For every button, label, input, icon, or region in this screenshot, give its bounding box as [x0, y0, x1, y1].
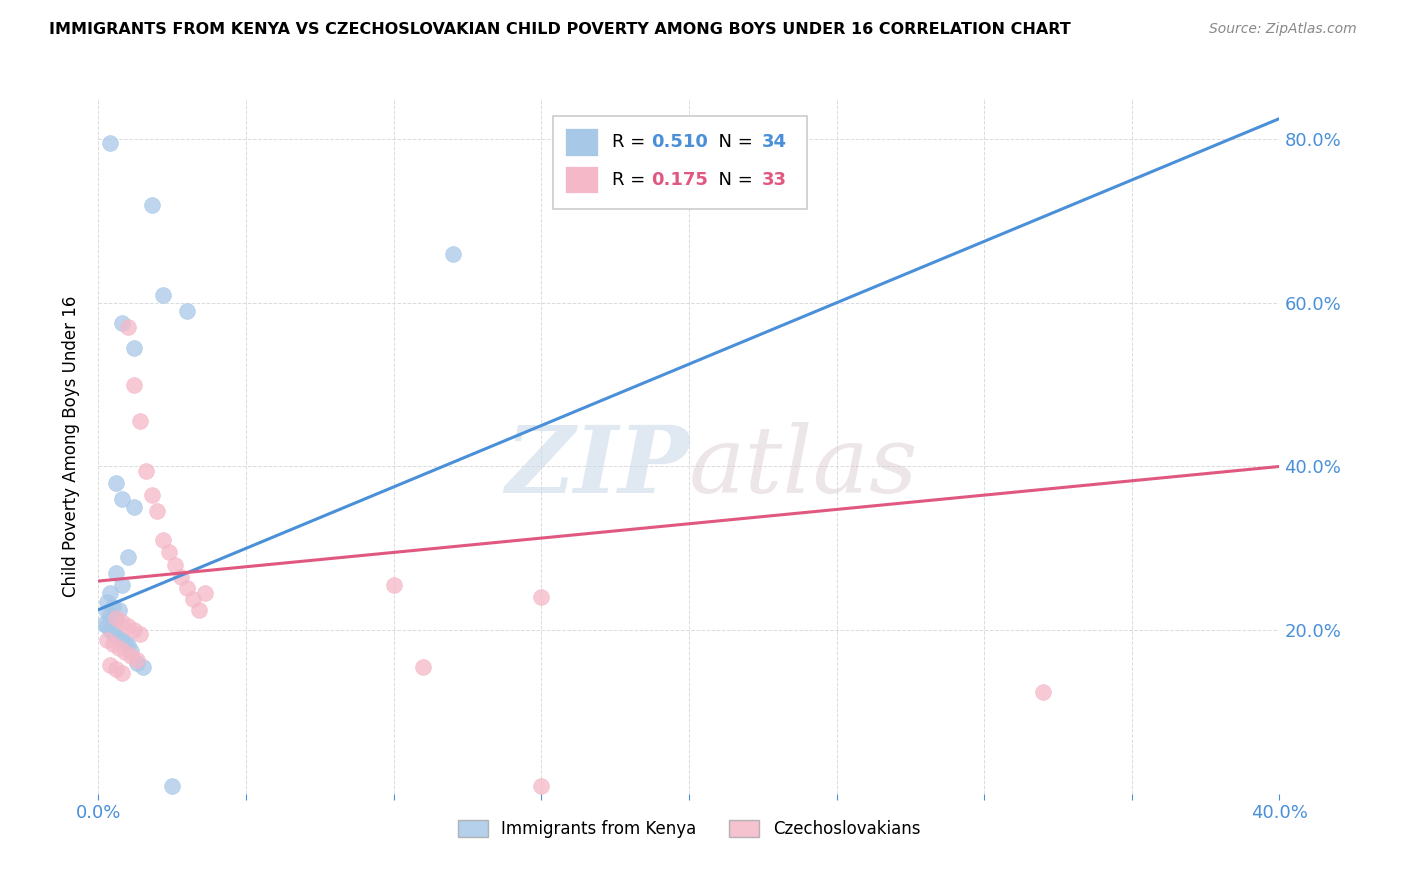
- Point: [105, 613, 128, 627]
- Point: [114, 645, 136, 659]
- Point: [441, 246, 464, 260]
- Point: [176, 304, 198, 318]
- Point: [122, 623, 145, 637]
- Point: [122, 341, 145, 355]
- Point: [530, 591, 553, 605]
- Point: [412, 660, 434, 674]
- Point: [96, 605, 118, 619]
- Point: [165, 558, 187, 572]
- Point: [111, 632, 134, 647]
- Point: [181, 592, 204, 607]
- Point: [96, 594, 118, 608]
- Point: [111, 615, 134, 629]
- Point: [120, 649, 142, 664]
- Point: [98, 586, 121, 600]
- Point: [103, 611, 125, 625]
- Point: [108, 603, 131, 617]
- Point: [111, 316, 134, 330]
- Text: R =: R =: [612, 170, 651, 188]
- Text: 33: 33: [762, 170, 787, 188]
- Point: [125, 653, 148, 667]
- Point: [135, 464, 157, 478]
- Point: [117, 619, 139, 633]
- Point: [1032, 684, 1054, 698]
- Text: IMMIGRANTS FROM KENYA VS CZECHOSLOVAKIAN CHILD POVERTY AMONG BOYS UNDER 16 CORRE: IMMIGRANTS FROM KENYA VS CZECHOSLOVAKIAN…: [49, 22, 1071, 37]
- Text: N =: N =: [707, 133, 758, 151]
- Point: [187, 603, 209, 617]
- Text: Source: ZipAtlas.com: Source: ZipAtlas.com: [1209, 22, 1357, 37]
- Point: [146, 504, 169, 518]
- Point: [117, 638, 139, 652]
- Text: N =: N =: [707, 170, 758, 188]
- Point: [103, 637, 125, 651]
- Point: [152, 533, 174, 548]
- Point: [105, 475, 128, 490]
- Bar: [565, 166, 598, 194]
- Point: [176, 581, 198, 595]
- Text: 0.510: 0.510: [651, 133, 709, 151]
- Point: [108, 632, 131, 646]
- Point: [122, 500, 145, 515]
- Point: [111, 665, 134, 680]
- Point: [111, 492, 134, 507]
- Point: [114, 635, 136, 649]
- Point: [103, 600, 125, 615]
- Point: [98, 608, 121, 623]
- Point: [162, 779, 183, 793]
- Point: [103, 625, 125, 640]
- Point: [117, 320, 139, 334]
- Point: [105, 662, 128, 676]
- Point: [132, 660, 155, 674]
- Point: [170, 570, 193, 584]
- Point: [105, 566, 128, 580]
- Point: [105, 611, 128, 625]
- Point: [105, 629, 128, 643]
- Legend: Immigrants from Kenya, Czechoslovakians: Immigrants from Kenya, Czechoslovakians: [451, 814, 927, 845]
- Point: [194, 586, 217, 600]
- Point: [125, 656, 148, 670]
- Point: [152, 287, 174, 301]
- Point: [93, 616, 115, 631]
- FancyBboxPatch shape: [553, 116, 807, 210]
- Point: [120, 643, 142, 657]
- Point: [98, 657, 121, 672]
- Text: atlas: atlas: [689, 422, 918, 512]
- Text: 34: 34: [762, 133, 787, 151]
- Point: [96, 632, 118, 647]
- Point: [117, 549, 139, 564]
- Point: [141, 488, 163, 502]
- Text: 0.175: 0.175: [651, 170, 709, 188]
- Point: [382, 578, 405, 592]
- Text: R =: R =: [612, 133, 651, 151]
- Point: [98, 136, 121, 150]
- Point: [141, 197, 163, 211]
- Point: [128, 414, 150, 428]
- Point: [96, 619, 118, 633]
- Point: [157, 545, 180, 559]
- Point: [530, 779, 553, 793]
- Point: [122, 377, 145, 392]
- Bar: [565, 128, 598, 156]
- Y-axis label: Child Poverty Among Boys Under 16: Child Poverty Among Boys Under 16: [62, 295, 80, 597]
- Text: ZIP: ZIP: [505, 422, 689, 512]
- Point: [128, 627, 150, 641]
- Point: [111, 578, 134, 592]
- Point: [98, 623, 121, 637]
- Point: [108, 641, 131, 656]
